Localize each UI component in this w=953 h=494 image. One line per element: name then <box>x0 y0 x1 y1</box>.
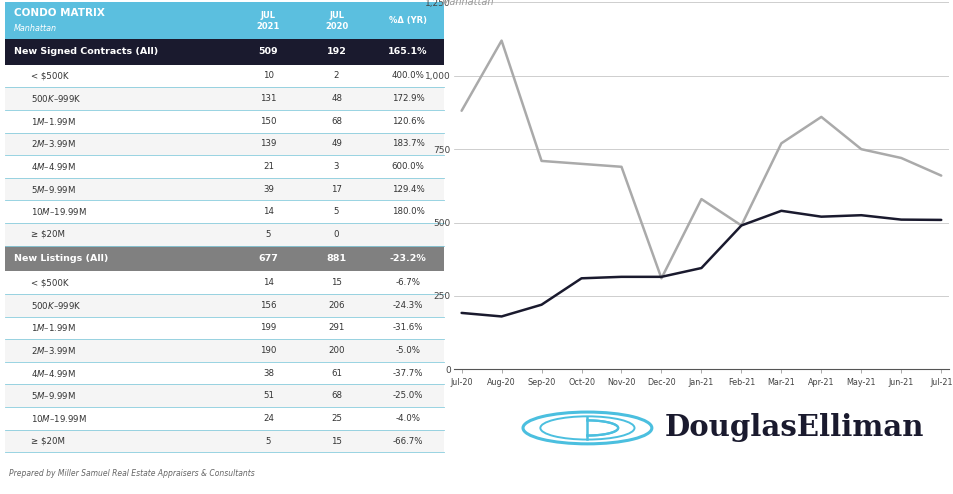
Text: 600.0%: 600.0% <box>391 162 424 171</box>
Bar <box>5 271 444 294</box>
Text: 0: 0 <box>334 230 339 239</box>
Bar <box>5 65 444 87</box>
Text: 49: 49 <box>331 139 342 148</box>
Bar <box>5 362 444 384</box>
Bar <box>5 223 444 246</box>
Text: 192: 192 <box>326 47 346 56</box>
Text: -4.0%: -4.0% <box>395 414 420 423</box>
Text: < $500K: < $500K <box>31 278 69 287</box>
Text: 21: 21 <box>263 162 274 171</box>
Text: 61: 61 <box>331 369 342 377</box>
Text: $1M – $1.99M: $1M – $1.99M <box>31 322 76 333</box>
Text: JUL
2020: JUL 2020 <box>325 11 348 31</box>
Text: $10M – $19.99M: $10M – $19.99M <box>31 413 87 424</box>
Text: 180.0%: 180.0% <box>391 207 424 216</box>
Text: $4M – $4.99M: $4M – $4.99M <box>31 161 76 172</box>
Text: 400.0%: 400.0% <box>391 72 424 81</box>
Text: -5.0%: -5.0% <box>395 346 420 355</box>
Text: 14: 14 <box>263 207 274 216</box>
Text: Manhattan: Manhattan <box>441 0 494 6</box>
Text: New Signed Contracts (All): New Signed Contracts (All) <box>13 47 157 56</box>
Text: $500K – $999K: $500K – $999K <box>31 93 82 104</box>
Text: New Listings (All): New Listings (All) <box>13 254 108 263</box>
Text: DouglasElliman: DouglasElliman <box>663 413 923 443</box>
Text: $1M – $1.99M: $1M – $1.99M <box>31 116 76 126</box>
Bar <box>5 384 444 407</box>
Bar <box>5 155 444 178</box>
Text: 206: 206 <box>328 301 344 310</box>
Text: 200: 200 <box>328 346 344 355</box>
Text: 14: 14 <box>263 278 274 287</box>
Text: $2M – $3.99M: $2M – $3.99M <box>31 138 76 149</box>
Text: $4M – $4.99M: $4M – $4.99M <box>31 368 76 378</box>
Text: -24.3%: -24.3% <box>393 301 423 310</box>
Text: Manhattan: Manhattan <box>13 24 56 34</box>
Text: 15: 15 <box>331 437 342 446</box>
Text: 131: 131 <box>260 94 276 103</box>
Bar <box>5 407 444 430</box>
Text: 68: 68 <box>331 391 342 400</box>
Text: $5M – $9.99M: $5M – $9.99M <box>31 184 76 195</box>
Text: 509: 509 <box>258 47 278 56</box>
Bar <box>5 132 444 155</box>
Bar <box>5 339 444 362</box>
Text: $2M – $3.99M: $2M – $3.99M <box>31 345 76 356</box>
Text: -37.7%: -37.7% <box>393 369 423 377</box>
Text: 3: 3 <box>334 162 339 171</box>
Text: -6.7%: -6.7% <box>395 278 420 287</box>
Text: 165.1%: 165.1% <box>388 47 427 56</box>
Bar <box>5 87 444 110</box>
Text: 48: 48 <box>331 94 342 103</box>
Text: $10M – $19.99M: $10M – $19.99M <box>31 206 87 217</box>
Text: 156: 156 <box>260 301 276 310</box>
Text: 190: 190 <box>260 346 276 355</box>
Bar <box>5 317 444 339</box>
Text: 199: 199 <box>260 324 276 332</box>
Text: 5: 5 <box>266 230 271 239</box>
Bar <box>5 110 444 132</box>
Text: < $500K: < $500K <box>31 72 69 81</box>
Text: $500K – $999K: $500K – $999K <box>31 300 82 311</box>
Text: ≥ $20M: ≥ $20M <box>31 230 65 239</box>
Text: 17: 17 <box>331 185 342 194</box>
Text: 881: 881 <box>326 254 346 263</box>
Text: JUL
2021: JUL 2021 <box>256 11 280 31</box>
Bar <box>5 246 444 271</box>
Text: 5: 5 <box>266 437 271 446</box>
Bar <box>5 2 444 39</box>
Bar <box>5 430 444 453</box>
Text: 677: 677 <box>258 254 278 263</box>
Text: 291: 291 <box>328 324 344 332</box>
Text: 51: 51 <box>263 391 274 400</box>
Text: Prepared by Miller Samuel Real Estate Appraisers & Consultants: Prepared by Miller Samuel Real Estate Ap… <box>10 469 254 478</box>
Text: -66.7%: -66.7% <box>393 437 423 446</box>
Text: 2: 2 <box>334 72 339 81</box>
Text: -23.2%: -23.2% <box>389 254 426 263</box>
Text: -31.6%: -31.6% <box>393 324 423 332</box>
Text: 39: 39 <box>263 185 274 194</box>
Text: 120.6%: 120.6% <box>391 117 424 125</box>
Text: 24: 24 <box>263 414 274 423</box>
Text: 10: 10 <box>263 72 274 81</box>
Text: CONDO MATRIX: CONDO MATRIX <box>13 8 104 18</box>
Text: 25: 25 <box>331 414 342 423</box>
Text: 5: 5 <box>334 207 339 216</box>
Text: %Δ (YR): %Δ (YR) <box>389 16 427 25</box>
Text: ≥ $20M: ≥ $20M <box>31 437 65 446</box>
Text: 172.9%: 172.9% <box>392 94 424 103</box>
Text: 150: 150 <box>260 117 276 125</box>
Bar <box>5 201 444 223</box>
Text: 38: 38 <box>263 369 274 377</box>
Text: $5M – $9.99M: $5M – $9.99M <box>31 390 76 401</box>
Text: 68: 68 <box>331 117 342 125</box>
Text: -25.0%: -25.0% <box>393 391 423 400</box>
Bar <box>5 294 444 317</box>
Text: 129.4%: 129.4% <box>392 185 424 194</box>
Text: 139: 139 <box>260 139 276 148</box>
Bar <box>5 178 444 201</box>
Bar <box>5 39 444 65</box>
Text: 15: 15 <box>331 278 342 287</box>
Text: 183.7%: 183.7% <box>391 139 424 148</box>
